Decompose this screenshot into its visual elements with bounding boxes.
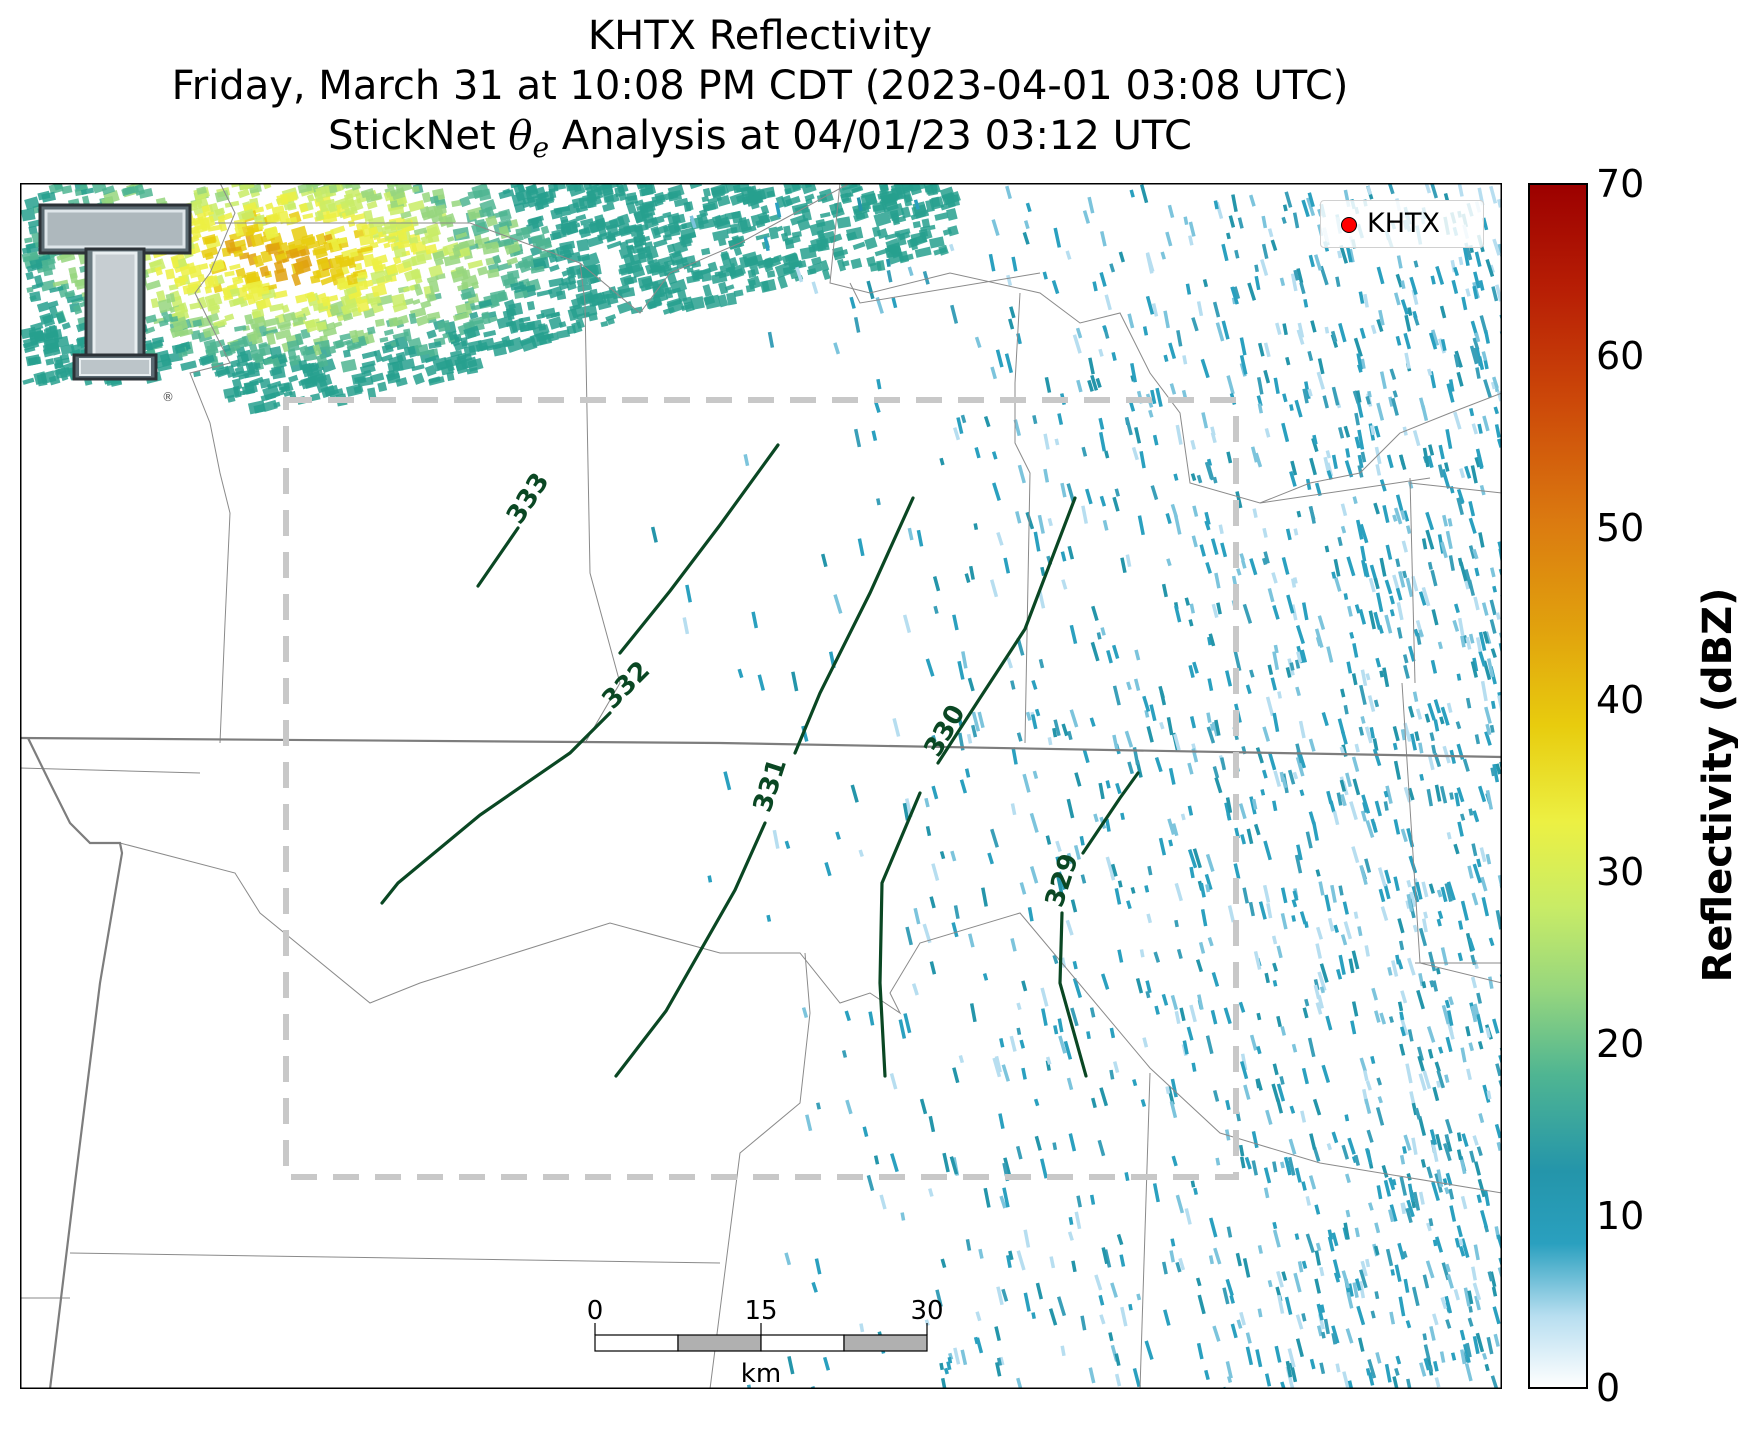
contour-332-upper <box>618 443 780 655</box>
contour-332-lower <box>380 711 612 905</box>
colorbar-tick-20: 20 <box>1596 1022 1645 1066</box>
scale-seg-1 <box>594 1334 679 1352</box>
theta-symbol: θ <box>508 113 533 159</box>
khtx-marker-icon <box>1341 217 1357 233</box>
title-line-2: Friday, March 31 at 10:08 PM CDT (2023-0… <box>171 63 1349 109</box>
title-line-3-prefix: StickNet <box>328 113 509 159</box>
scale-seg-3 <box>760 1334 845 1352</box>
scale-unit: km <box>740 1359 782 1389</box>
contour-329-upper <box>1081 771 1140 855</box>
contour-329-lower <box>1058 911 1088 1078</box>
colorbar-tick-70: 70 <box>1596 162 1645 206</box>
precipitation-field <box>20 183 961 415</box>
scale-label-15: 15 <box>744 1296 778 1326</box>
colorbar-gradient <box>1528 183 1588 1389</box>
contour-331-upper <box>793 496 915 755</box>
title-line-3: StickNet θe Analysis at 04/01/23 03:12 U… <box>20 112 1500 172</box>
texas-tech-logo: ® <box>38 203 192 404</box>
colorbar-tick-60: 60 <box>1596 334 1645 378</box>
logo-registered-mark: ® <box>162 390 174 404</box>
contour-330-upper <box>936 496 1077 765</box>
legend-label: KHTX <box>1367 208 1440 239</box>
colorbar-tick-30: 30 <box>1596 850 1645 894</box>
colorbar <box>1528 183 1588 1389</box>
scale-seg-2 <box>677 1334 762 1352</box>
scale-label-30: 30 <box>910 1296 944 1326</box>
county-boundaries <box>20 183 1502 1389</box>
colorbar-tick-0: 0 <box>1596 1366 1621 1410</box>
theta-subscript: e <box>532 131 550 164</box>
theta-e-contours <box>380 443 1140 1078</box>
title-line-3-suffix: Analysis at 04/01/23 03:12 UTC <box>549 113 1192 159</box>
contour-330-lower <box>878 791 922 1078</box>
title-line-1: KHTX Reflectivity <box>587 13 933 59</box>
contour-333 <box>476 526 520 588</box>
state-boundaries <box>20 736 1502 1389</box>
colorbar-tick-50: 50 <box>1596 506 1645 550</box>
scale-label-0: 0 <box>586 1296 604 1326</box>
colorbar-tick-40: 40 <box>1596 678 1645 722</box>
map-frame <box>20 183 1502 1389</box>
contour-331-lower <box>614 821 767 1078</box>
colorbar-label: Reflectivity (dBZ) <box>1695 587 1738 983</box>
analysis-domain-box <box>283 397 1239 1180</box>
radar-map[interactable]: 333 332 331 330 329 ® <box>20 183 1502 1389</box>
colorbar-tick-10: 10 <box>1596 1194 1645 1238</box>
clear-air-echoes <box>650 183 1502 1389</box>
scale-seg-4 <box>843 1334 928 1352</box>
scale-bar <box>594 1323 928 1352</box>
map-legend: KHTX <box>1320 200 1484 248</box>
